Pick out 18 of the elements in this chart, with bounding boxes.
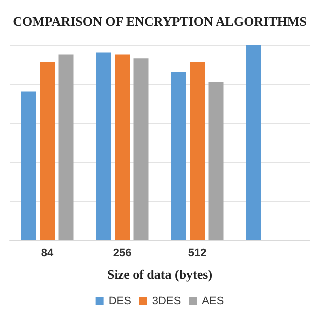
bar [115, 54, 130, 240]
legend-label: AES [202, 296, 224, 308]
x-tick-label: 512 [188, 248, 207, 260]
legend-label: 3DES [152, 296, 182, 308]
bar [134, 58, 149, 240]
bar [171, 72, 186, 240]
bar [190, 62, 205, 240]
bar [58, 54, 74, 240]
x-axis-title: Size of data (bytes) [107, 267, 213, 282]
chart-title: COMPARISON OF ENCRYPTION ALGORITHMS [13, 14, 307, 29]
x-tick-label: 256 [113, 248, 132, 260]
x-tick-label: 84 [41, 248, 54, 260]
bar [40, 62, 55, 240]
legend-label: DES [108, 296, 132, 308]
bar [96, 52, 112, 240]
bar [246, 45, 262, 240]
bar [208, 82, 224, 240]
bar [21, 92, 36, 240]
